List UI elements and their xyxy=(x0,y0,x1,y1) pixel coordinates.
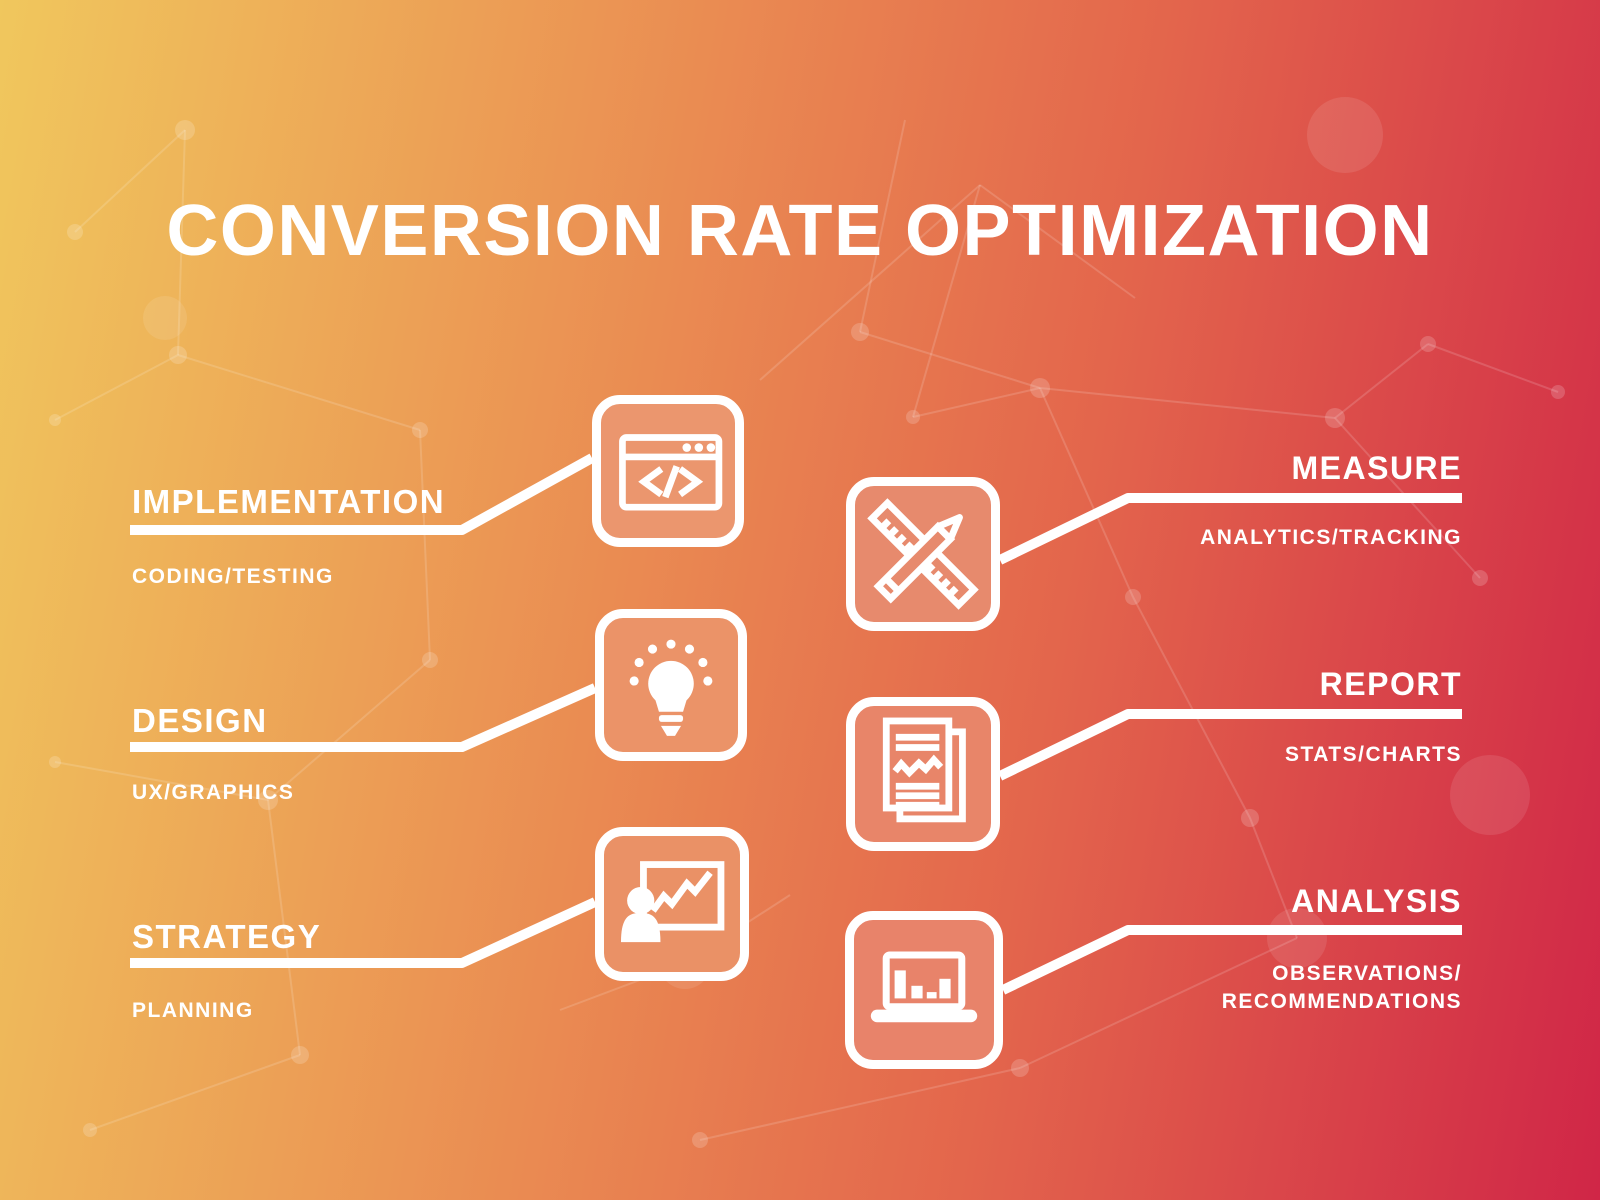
label-design: DESIGN xyxy=(132,702,268,739)
pencil-ruler-icon xyxy=(846,477,1000,631)
code-window-icon xyxy=(592,395,744,547)
label-strategy: STRATEGY xyxy=(132,918,322,955)
report-pages-icon xyxy=(846,697,1000,851)
sublabel-analysis-line2: RECOMMENDATIONS xyxy=(1221,990,1462,1013)
laptop-bar-chart-icon xyxy=(845,911,1003,1069)
label-implementation: IMPLEMENTATION xyxy=(132,483,446,520)
sublabel-strategy: PLANNING xyxy=(132,999,254,1022)
sublabel-measure: ANALYTICS/TRACKING xyxy=(1200,526,1462,549)
sublabel-design: UX/GRAPHICS xyxy=(132,781,295,804)
lightbulb-icon xyxy=(595,609,747,761)
sublabel-implementation: CODING/TESTING xyxy=(132,565,334,588)
label-analysis: ANALYSIS xyxy=(1291,883,1462,919)
presentation-chart-icon xyxy=(595,827,749,981)
sublabel-analysis-line1: OBSERVATIONS/ xyxy=(1272,962,1462,985)
sublabel-report: STATS/CHARTS xyxy=(1284,743,1462,766)
sublabel-analysis: OBSERVATIONS/ RECOMMENDATIONS xyxy=(1222,960,1462,1016)
label-measure: MEASURE xyxy=(1291,450,1462,486)
page-title: CONVERSION RATE OPTIMIZATION xyxy=(166,191,1434,271)
label-report: REPORT xyxy=(1319,666,1462,702)
